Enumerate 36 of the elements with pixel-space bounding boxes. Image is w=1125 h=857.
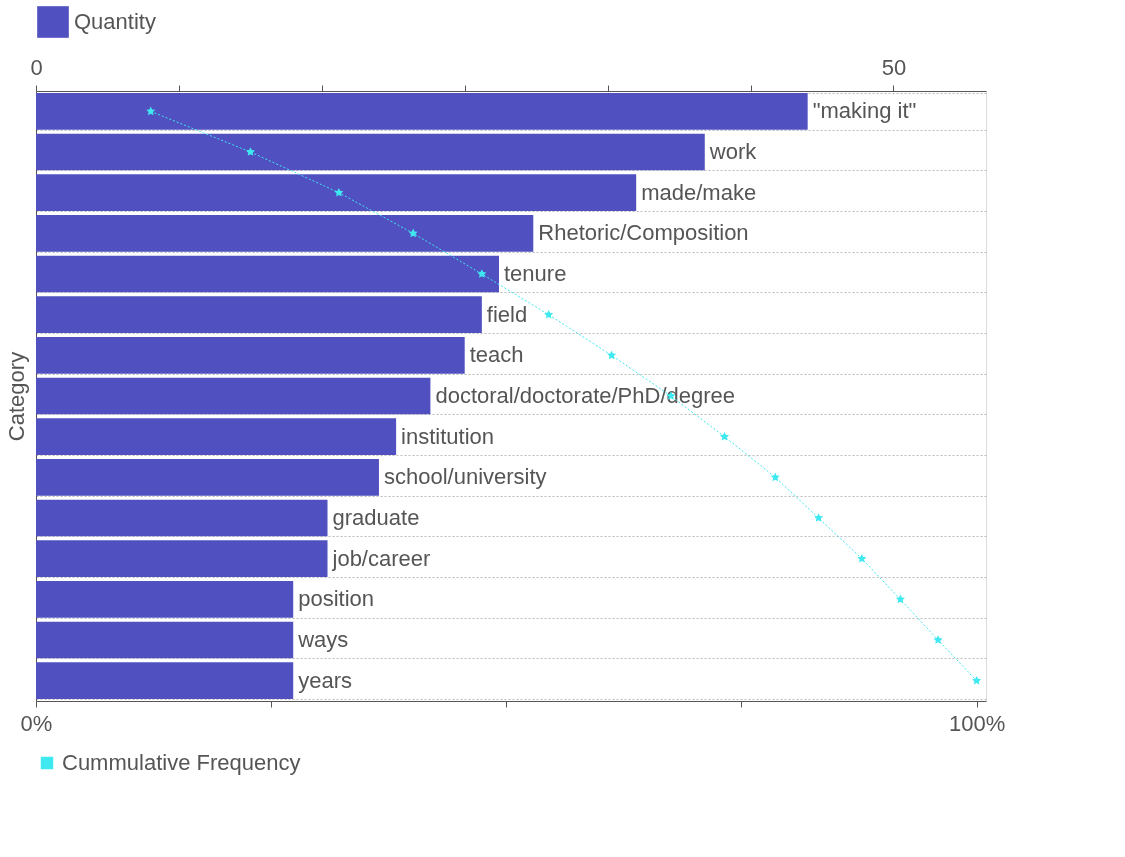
point [334,187,344,197]
y-tick-label: work [708,139,758,164]
y-tick-label: teach [469,342,524,368]
point [720,431,730,441]
point [408,228,418,238]
x2-tick-label: 50 [881,54,907,80]
y-tick-label: position [298,586,375,612]
y-tick-label: "making it" [812,98,917,124]
point [895,594,905,604]
y-axis-title: Category [3,351,29,442]
y-tick-label: field [486,301,528,327]
y-tick-label: institution [401,423,495,449]
y-tick-label: doctoral/doctorate/PhD/degree [435,383,736,408]
y-tick-label: Rhetoric/Composition [538,220,749,246]
point [814,513,824,522]
x2-tick-label: 0 [30,54,43,80]
y-tick-label: years [298,667,353,693]
y-tick-label: job/career [331,545,431,571]
point [245,147,255,156]
y-tick-label: school/university [383,464,547,490]
x-tick-label: 100% [948,710,1006,736]
y-tick-label: made/make [641,179,757,205]
point [607,350,617,360]
y-tick-label: tenure [504,261,567,286]
y-tick-label: ways [297,627,349,652]
point [770,472,780,482]
y-tick-label: graduate [332,505,420,530]
point [544,309,554,319]
point [972,675,982,685]
legend-label: Cummulative Frequency [62,750,301,775]
x-tick-label: 0% [20,710,53,736]
point [477,269,487,278]
point [933,635,943,644]
legend-label: Quantity [74,9,156,34]
point [857,553,867,563]
point [146,106,156,116]
